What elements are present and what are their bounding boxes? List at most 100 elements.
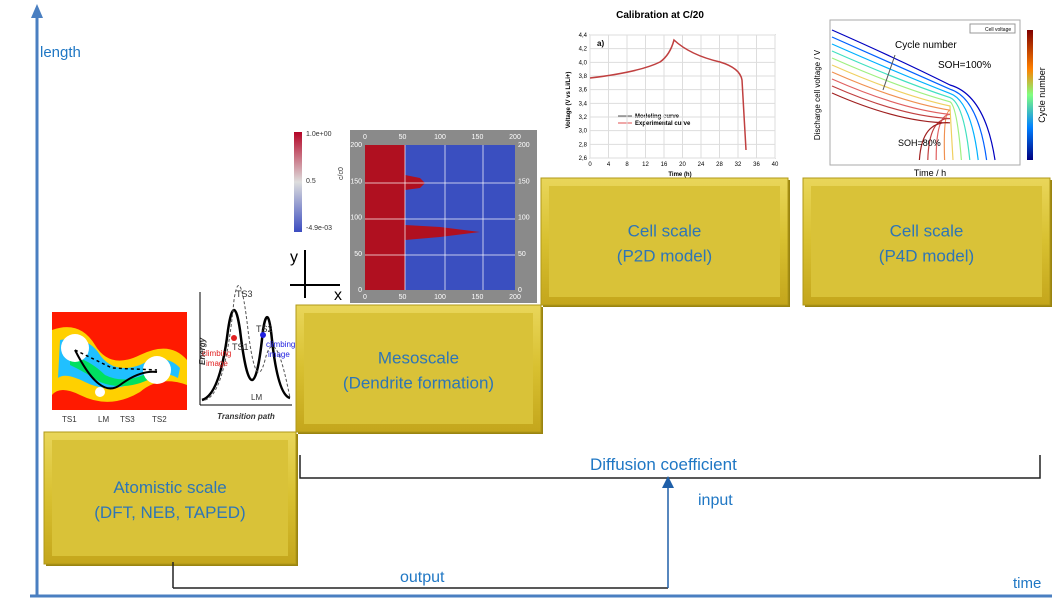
tick-label: 50 (354, 251, 362, 258)
dendrite-plot: 1.0e+00 0.5 -4.9e-03 c/c0 y x (290, 130, 537, 304)
y-tick-label: 2,6 (579, 156, 588, 162)
axes-part (31, 4, 43, 18)
energy-plot-part: climbing (266, 340, 295, 349)
bracket-label: Diffusion coefficient (590, 455, 737, 474)
x-tick-label: 40 (772, 162, 779, 168)
box-title: Atomistic scale (113, 478, 226, 497)
energy-plot-part: image (268, 350, 290, 359)
atom-label: TS3 (120, 415, 135, 424)
tick-label: 200 (518, 142, 530, 149)
energy-plot-part: TS2 (256, 324, 273, 334)
tick-label: 0 (363, 134, 367, 141)
x-tick-label: 28 (716, 162, 723, 168)
tick-label: 50 (518, 251, 526, 258)
x-tick-label: 32 (735, 162, 742, 168)
dendrite-plot-part: x (334, 287, 342, 304)
p4d-chart: Cycle number Discharge cell voltage / V … (813, 20, 1047, 178)
input-label: input (698, 492, 733, 509)
tick-label: 100 (350, 215, 362, 222)
energy-plot-part: TS3 (236, 289, 253, 299)
energy-plot-part: Transition path (217, 412, 275, 421)
box-face (811, 186, 1042, 297)
atomistic-map-part (61, 334, 89, 362)
x-tick-label: 0 (588, 162, 592, 168)
scale-boxes: Atomistic scale (DFT, NEB, TAPED) Mesoscal… (44, 178, 1052, 566)
tick-label: 50 (399, 294, 407, 301)
box-subtitle: (Dendrite formation) (343, 374, 494, 393)
tick-label: 150 (472, 134, 484, 141)
dendrite-plot-part: y (290, 249, 298, 266)
tick-label: 100 (518, 215, 530, 222)
y-tick-label: 2,8 (579, 142, 588, 148)
tick-label: 100 (434, 134, 446, 141)
calibration-chart-part: Voltage (V vs Li/Li+) (566, 72, 572, 129)
calibration-chart-part: a) (597, 39, 604, 48)
energy-plot-part: TS1 (232, 342, 249, 352)
y-tick-label: 4,0 (579, 60, 588, 66)
atom-label: LM (98, 415, 109, 424)
atom-label: TS1 (62, 415, 77, 424)
p4d-chart-part: SOH=80% (898, 138, 941, 148)
y-tick-label: 3,0 (579, 129, 588, 135)
dendrite-plot-part (294, 132, 302, 232)
tick-label: 200 (509, 134, 521, 141)
calibration-chart-part: Time (h) (668, 172, 691, 178)
output-label: output (400, 569, 445, 586)
tick-label: 0 (518, 287, 522, 294)
diagram: length time Atomistic scale (DFT, NEB, TA… (0, 0, 1052, 601)
box-face (304, 313, 533, 424)
x-tick-label: 24 (698, 162, 705, 168)
tick-label: 0 (358, 287, 362, 294)
tick-label: 150 (518, 178, 530, 185)
box-title: Cell scale (890, 222, 964, 241)
p4d-chart-part: Time / h (914, 168, 946, 178)
connections (173, 455, 1040, 588)
p4d-chart-part: SOH=100% (938, 60, 991, 71)
tick-label: 150 (350, 178, 362, 185)
p4d-chart-part (1027, 30, 1033, 160)
y-tick-label: 3,4 (579, 101, 588, 107)
atomistic-labels: TS1 LM TS3 TS2 (62, 415, 167, 424)
y-tick-label: 4,4 (579, 33, 588, 39)
y-tick-label: 3,6 (579, 88, 588, 94)
tick-label: 50 (399, 134, 407, 141)
p4d-chart-part: Discharge cell voltage / V (813, 49, 822, 140)
box-face (549, 186, 780, 297)
energy-plot-part: LM (251, 393, 262, 402)
y-tick-label: 3,8 (579, 74, 588, 80)
tick-label: 200 (350, 142, 362, 149)
tick-label: 0 (363, 294, 367, 301)
dendrite-plot-part: -4.9e-03 (306, 225, 332, 232)
y-axis-label: length (40, 44, 81, 61)
tick-label: 100 (434, 294, 446, 301)
x-tick-label: 4 (607, 162, 611, 168)
x-tick-label: 20 (679, 162, 686, 168)
box-title: Mesoscale (378, 349, 459, 368)
box-face (52, 440, 288, 556)
atomistic-map-part (95, 387, 105, 397)
tick-label: 200 (509, 294, 521, 301)
box-subtitle: (P2D model) (617, 247, 712, 266)
y-tick-label: 3,2 (579, 115, 588, 121)
box-subtitle: (P4D model) (879, 247, 974, 266)
energy-plot-part: image (206, 359, 228, 368)
dendrite-plot-part: c/c0 (338, 167, 345, 180)
atomistic-map (52, 312, 187, 410)
energy-plot-part: climbing (202, 349, 231, 358)
dendrite-plot-part: 0.5 (306, 178, 316, 185)
y-tick-label: 4,2 (579, 47, 588, 53)
x-tick-label: 36 (753, 162, 760, 168)
p4d-chart-part: Cycle number (895, 40, 957, 51)
energy-plot: Energy Transition path TS3 TS2 TS1 LM cl… (198, 285, 295, 421)
dendrite-plot-part: 1.0e+00 (306, 131, 332, 138)
x-axis-label: time (1013, 575, 1041, 592)
atom-label: TS2 (152, 415, 167, 424)
x-tick-label: 16 (661, 162, 668, 168)
p4d-chart-part: Cycle number (1037, 67, 1047, 123)
p4d-chart-part: Cell voltage (985, 27, 1011, 33)
box-title: Cell scale (628, 222, 702, 241)
x-tick-label: 12 (642, 162, 649, 168)
tick-label: 150 (472, 294, 484, 301)
energy-plot-part (231, 335, 237, 341)
box-subtitle: (DFT, NEB, TAPED) (94, 503, 245, 522)
